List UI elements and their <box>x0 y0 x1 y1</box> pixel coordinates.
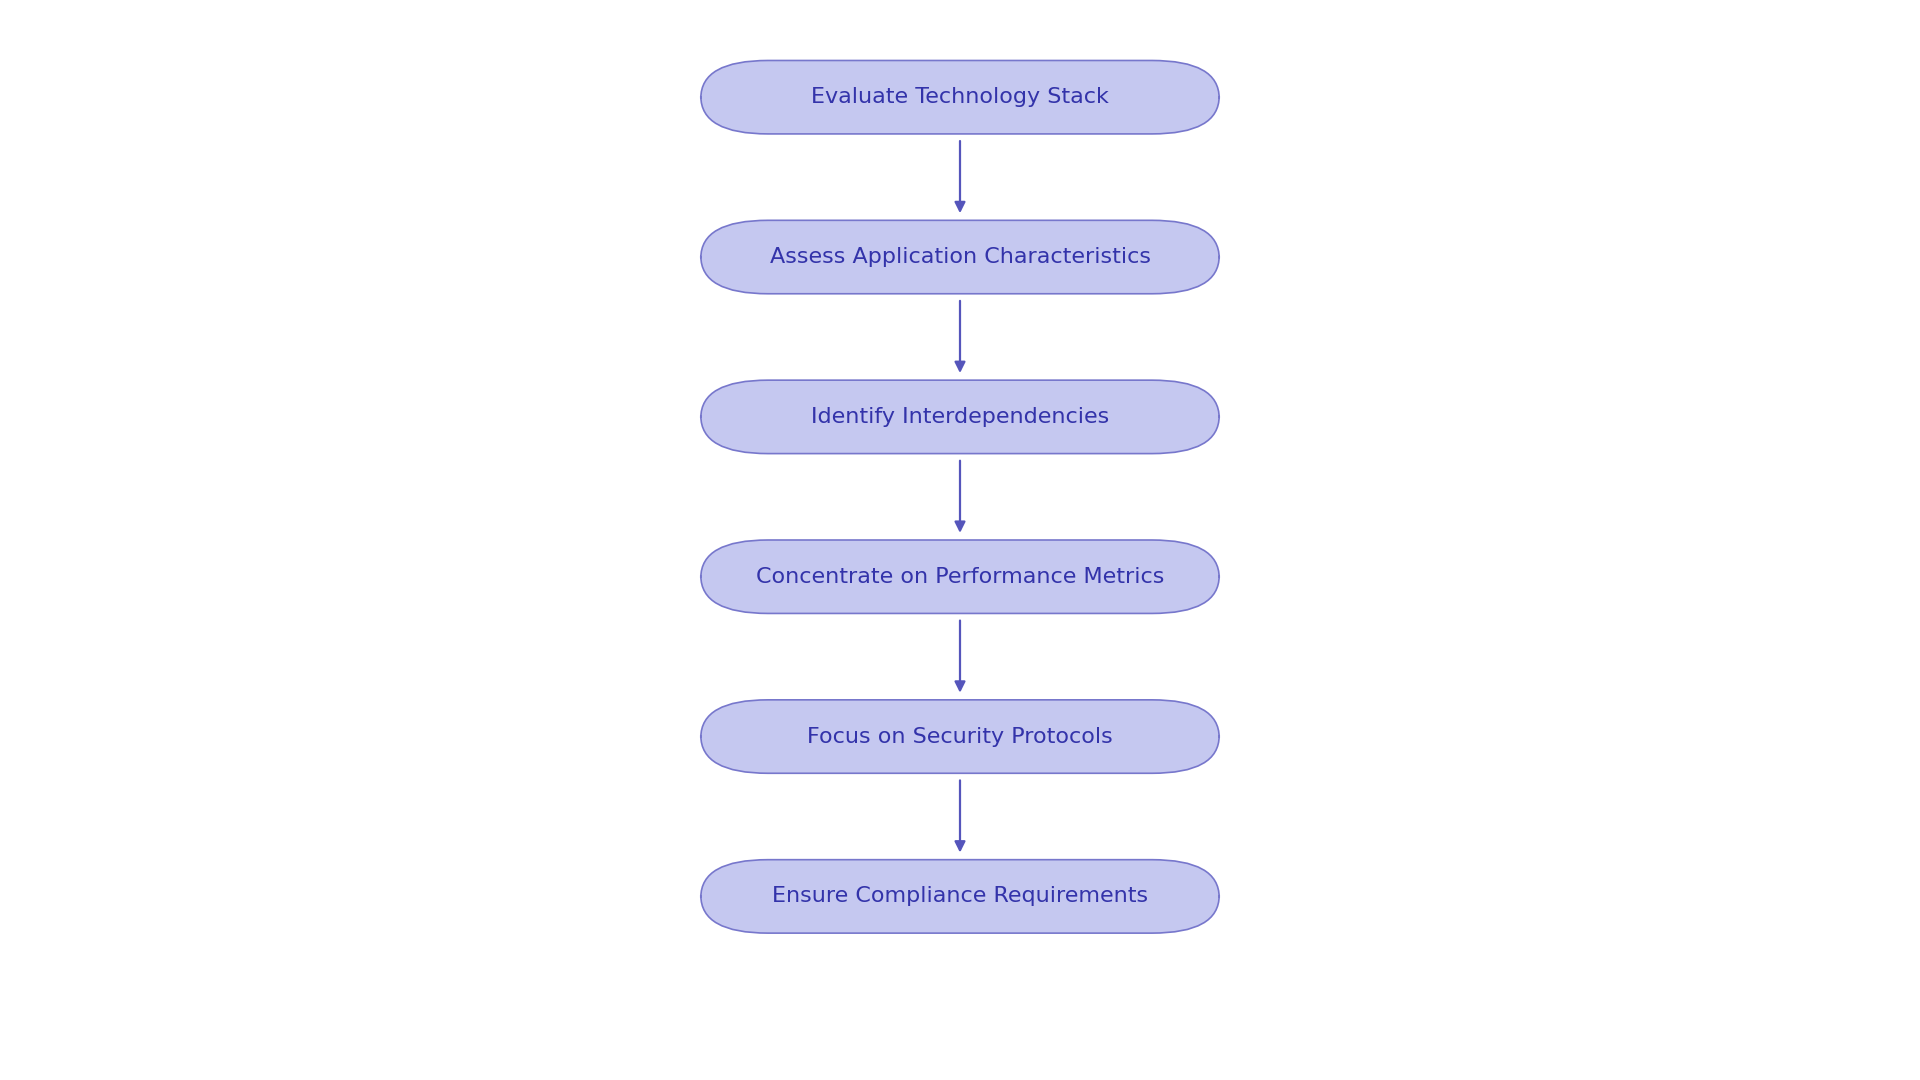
Text: Ensure Compliance Requirements: Ensure Compliance Requirements <box>772 887 1148 906</box>
FancyBboxPatch shape <box>701 60 1219 134</box>
Text: Evaluate Technology Stack: Evaluate Technology Stack <box>810 87 1110 107</box>
FancyBboxPatch shape <box>701 860 1219 933</box>
Text: Assess Application Characteristics: Assess Application Characteristics <box>770 247 1150 267</box>
FancyBboxPatch shape <box>701 540 1219 613</box>
FancyBboxPatch shape <box>701 380 1219 454</box>
FancyBboxPatch shape <box>701 700 1219 773</box>
Text: Concentrate on Performance Metrics: Concentrate on Performance Metrics <box>756 567 1164 586</box>
FancyBboxPatch shape <box>701 220 1219 294</box>
Text: Focus on Security Protocols: Focus on Security Protocols <box>806 727 1114 746</box>
Text: Identify Interdependencies: Identify Interdependencies <box>810 407 1110 427</box>
